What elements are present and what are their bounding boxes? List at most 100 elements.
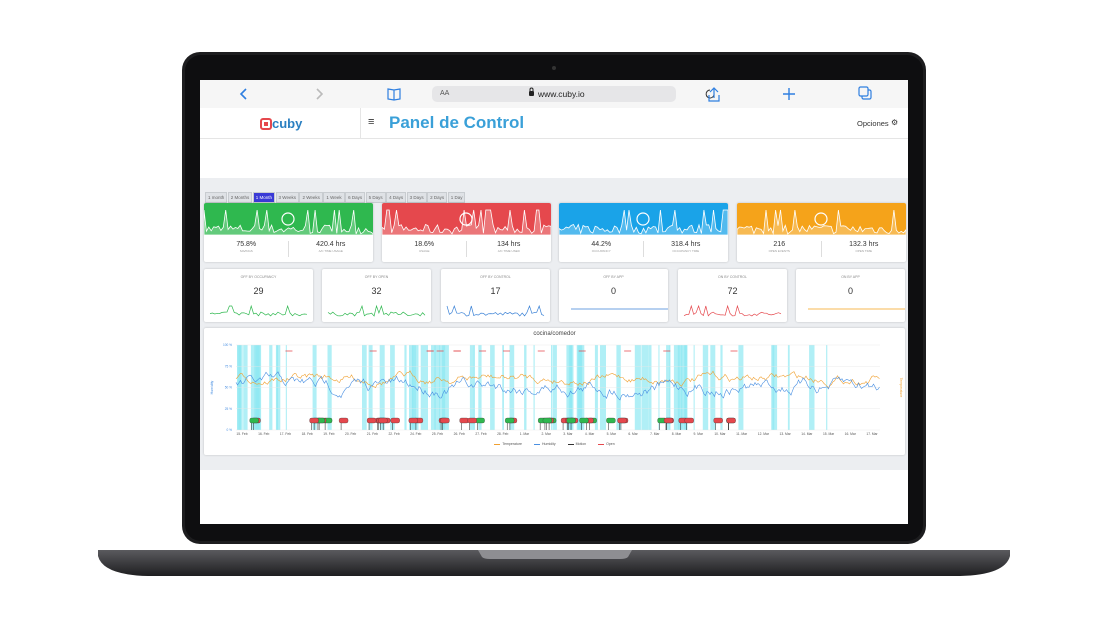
counter-card: OFF BY OPEN 32 [322,269,431,322]
event-badge [684,417,694,424]
y-tick-label: 0 % [227,428,233,432]
x-tick-label: 16. Mar [845,432,857,436]
time-range-tab[interactable]: 3 Days [406,192,427,203]
event-badge [579,417,589,424]
menu-icon[interactable]: ≡ [368,116,375,128]
legend-item: Temperature [494,442,522,446]
time-range-tab[interactable]: 4 Days [386,192,407,203]
sparkline [204,209,373,235]
time-range-tab[interactable]: 5 Days [365,192,386,203]
time-range-tab[interactable]: 6 Days [345,192,366,203]
time-range-tab[interactable]: 1 month [205,192,228,203]
metric-label: OCCUPANCY [591,249,611,253]
counter-label: ON BY APP [841,275,860,279]
counter-label: ON BY CONTROL [718,275,747,279]
legend-label: Open [606,442,615,446]
time-range-tab[interactable]: 3 Weeks [275,192,299,203]
event-badge [338,417,349,424]
time-range-tab[interactable]: 2 Weeks [299,192,323,203]
metric: 420.4 hrs A/C TIME USAGE [289,241,374,253]
divider [466,241,467,257]
sparkline [327,304,426,317]
counter-value: 0 [610,286,616,296]
counter-label: OFF BY CONTROL [480,275,511,279]
counter-value: 32 [371,286,382,296]
metric: 134 hrs A/C TIME USED [467,241,552,253]
url[interactable]: www.cuby.io [538,89,585,99]
x-tick-label: 17. Feb [280,432,291,436]
legend-label: Humidity [541,442,556,446]
counter-label: OFF BY OPEN [364,275,389,279]
x-tick-label: 18. Feb [302,432,313,436]
logo[interactable]: cuby [272,116,303,131]
divider [288,241,289,257]
sparkline [209,304,308,317]
stat-card-header [737,203,906,235]
sparkline [808,308,905,310]
time-range-tab[interactable]: 2 Months [227,192,253,203]
legend: Temperature Humidity Motion Open [204,442,905,446]
sparkline [571,308,668,310]
y-tick-label: 50 % [225,386,232,390]
time-range-tab[interactable]: 1 Month [252,192,276,203]
event-badge [249,417,259,424]
x-tick-label: 26. Feb [454,432,465,436]
sparkline [382,209,551,235]
sparkline-path [446,304,545,317]
legend-item: Open [598,442,615,446]
event-badge [475,417,485,424]
metric-label: OCCUPANCY TIME [672,249,700,253]
x-tick-label: 4. Mar [585,432,595,436]
card-icon [459,212,473,226]
event-badge [390,417,400,424]
x-tick-label: 24. Feb [410,432,421,436]
counter-card: ON BY APP 0 [796,269,905,322]
x-tick-label: 6. Mar [628,432,638,436]
stat-card: 44.2% OCCUPANCY 318.4 hrs OCCUPANCY TIME [559,203,728,262]
event-badge [440,417,450,424]
options-icon[interactable]: ⚙ [891,118,899,127]
divider [360,108,361,138]
text-size[interactable]: AA [440,90,450,97]
time-range-tab[interactable]: 1 Day [447,192,466,203]
x-tick-label: 28. Feb [497,432,508,436]
metric: 216 OPEN EVENTS [737,241,822,253]
x-tick-label: 11. Mar [736,432,748,436]
event-badge [467,417,477,424]
metric-value: 44.2% [591,241,612,248]
page-title: Panel de Control [389,113,525,132]
metric-value: 75.8% [236,241,257,248]
sparkline-path [382,209,551,235]
y-tick-label: 75 % [225,364,232,368]
stat-card-header [559,203,728,235]
counter-value: 17 [490,286,501,296]
event-badge [606,417,616,424]
card-icon [636,212,650,226]
x-tick-label: 14. Mar [801,432,813,436]
metric: 318.4 hrs OCCUPANCY TIME [644,241,729,253]
options[interactable]: Opciones [857,119,889,128]
event-badge [505,417,515,424]
legend-item: Humidity [533,442,556,446]
logo-icon [260,118,272,130]
legend-swatch [533,443,540,445]
y-axis-title: Humidity [210,380,214,394]
divider [643,241,644,257]
counter-value: 0 [847,286,853,296]
event-badge [378,417,388,424]
x-tick-label: 22. Feb [388,432,399,436]
time-range-tab[interactable]: 1 Week [323,192,345,203]
legend-swatch [567,443,574,445]
sparkline-path [204,209,373,235]
legend-label: Motion [575,442,587,446]
stat-card-header [204,203,373,235]
y2-axis-title: Temperature [899,378,903,398]
metric-label: OPEN TIME [855,249,872,253]
series-line [235,370,880,389]
x-tick-label: 15. Mar [823,432,835,436]
x-tick-label: 17. Mar [866,432,878,436]
x-tick-label: 25. Feb [432,432,443,436]
metric-value: 18.6% [414,241,435,248]
time-range-tab[interactable]: 2 Days [427,192,448,203]
card-icon [281,212,295,226]
